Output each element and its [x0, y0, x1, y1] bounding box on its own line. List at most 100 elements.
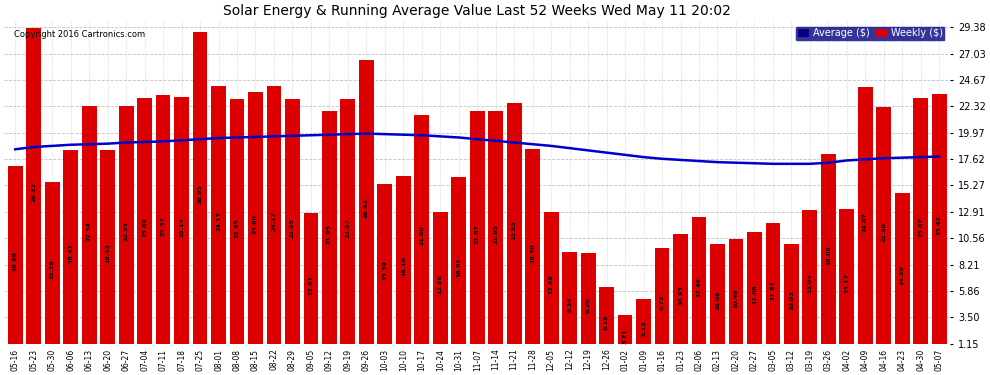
Text: 16.10: 16.10	[401, 256, 406, 276]
Legend: Average ($), Weekly ($): Average ($), Weekly ($)	[795, 26, 945, 41]
Bar	[544, 212, 558, 357]
Bar	[304, 213, 319, 357]
Bar	[618, 315, 633, 357]
Text: 18.50: 18.50	[531, 243, 536, 263]
Text: 23.09: 23.09	[143, 217, 148, 237]
Text: 12.89: 12.89	[548, 274, 553, 294]
Bar	[470, 111, 485, 357]
Text: 9.34: 9.34	[567, 297, 572, 312]
Bar	[119, 106, 134, 357]
Text: 12.49: 12.49	[697, 277, 702, 297]
Text: 22.95: 22.95	[235, 218, 240, 238]
Text: 21.95: 21.95	[327, 224, 332, 243]
Bar	[285, 99, 300, 357]
Text: 29.32: 29.32	[32, 182, 37, 202]
Bar	[341, 99, 355, 357]
Text: 15.56: 15.56	[50, 260, 54, 279]
Bar	[673, 234, 688, 357]
Bar	[637, 299, 651, 357]
Bar	[322, 111, 337, 357]
Title: Solar Energy & Running Average Value Last 52 Weeks Wed May 11 20:02: Solar Energy & Running Average Value Las…	[224, 4, 732, 18]
Bar	[8, 166, 23, 357]
Text: 23.07: 23.07	[919, 217, 924, 237]
Bar	[100, 150, 115, 357]
Text: 10.48: 10.48	[734, 288, 739, 308]
Text: 21.60: 21.60	[420, 226, 425, 245]
Bar	[765, 223, 780, 357]
Bar	[729, 239, 743, 357]
Bar	[27, 28, 42, 357]
Text: 6.18: 6.18	[604, 314, 609, 330]
Text: 21.87: 21.87	[475, 224, 480, 244]
Bar	[876, 106, 891, 357]
Bar	[488, 111, 503, 357]
Text: 14.59: 14.59	[900, 265, 905, 285]
Bar	[266, 86, 281, 357]
Bar	[396, 176, 411, 357]
Text: 23.60: 23.60	[253, 214, 258, 234]
Text: 24.17: 24.17	[216, 211, 221, 231]
Text: 23.14: 23.14	[179, 217, 184, 237]
Bar	[45, 182, 59, 357]
Bar	[784, 244, 799, 357]
Bar	[895, 193, 910, 357]
Text: 22.97: 22.97	[346, 218, 350, 238]
Bar	[174, 97, 189, 357]
Text: 24.17: 24.17	[271, 211, 276, 231]
Bar	[248, 92, 263, 357]
Bar	[654, 248, 669, 357]
Bar	[82, 106, 97, 357]
Bar	[433, 213, 447, 357]
Bar	[138, 98, 152, 357]
Text: 10.03: 10.03	[789, 291, 794, 310]
Bar	[914, 98, 929, 357]
Bar	[193, 32, 208, 357]
Bar	[359, 60, 374, 357]
Text: 3.71: 3.71	[623, 328, 628, 344]
Text: 26.42: 26.42	[364, 199, 369, 219]
Text: 22.34: 22.34	[124, 222, 129, 242]
Text: 22.95: 22.95	[290, 218, 295, 238]
Bar	[451, 177, 466, 357]
Text: 22.30: 22.30	[881, 222, 886, 242]
Text: 13.17: 13.17	[844, 273, 849, 293]
Bar	[63, 150, 78, 357]
Bar	[415, 114, 430, 357]
Bar	[211, 86, 226, 357]
Text: 18.41: 18.41	[68, 243, 73, 263]
Text: Copyright 2016 Cartronics.com: Copyright 2016 Cartronics.com	[14, 30, 145, 39]
Bar	[599, 287, 614, 357]
Text: 13.04: 13.04	[808, 274, 813, 293]
Text: 21.95: 21.95	[493, 224, 498, 243]
Bar	[803, 210, 818, 357]
Text: 22.34: 22.34	[87, 222, 92, 242]
Bar	[821, 154, 836, 357]
Text: 9.73: 9.73	[659, 294, 664, 310]
Bar	[377, 184, 392, 357]
Text: 24.07: 24.07	[863, 212, 868, 232]
Bar	[710, 244, 725, 357]
Text: 18.43: 18.43	[105, 243, 110, 263]
Text: 12.86: 12.86	[438, 274, 443, 294]
Bar	[747, 232, 762, 357]
Text: 10.93: 10.93	[678, 285, 683, 305]
Bar	[562, 252, 577, 357]
Text: 28.95: 28.95	[198, 184, 203, 204]
Text: 16.99: 16.99	[13, 252, 18, 272]
Text: 18.08: 18.08	[826, 245, 831, 265]
Bar	[507, 103, 522, 357]
Text: 15.39: 15.39	[382, 260, 387, 280]
Text: 23.37: 23.37	[160, 216, 165, 236]
Bar	[526, 149, 541, 357]
Bar	[692, 217, 707, 357]
Bar	[932, 94, 946, 357]
Text: 9.20: 9.20	[586, 297, 591, 313]
Text: 11.08: 11.08	[752, 285, 757, 304]
Text: 11.91: 11.91	[770, 280, 775, 300]
Bar	[155, 94, 170, 357]
Bar	[858, 87, 873, 357]
Bar	[230, 99, 245, 357]
Text: 12.81: 12.81	[309, 275, 314, 295]
Bar	[581, 254, 596, 357]
Text: 5.13: 5.13	[642, 320, 646, 336]
